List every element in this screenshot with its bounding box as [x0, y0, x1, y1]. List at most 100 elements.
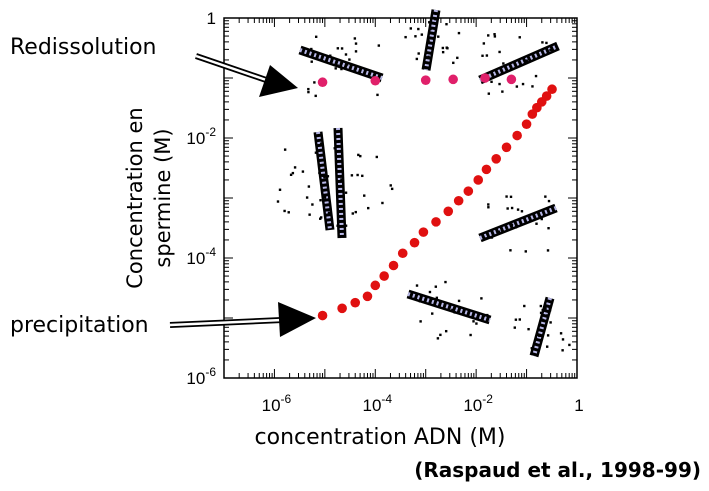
scatter-dot	[340, 178, 343, 181]
data-point-precipitation	[418, 227, 429, 237]
scatter-dot	[510, 206, 514, 210]
redissolution-label: Redissolution	[10, 35, 157, 60]
scatter-dot	[354, 210, 357, 214]
dna-bundle-core	[479, 206, 557, 240]
scatter-dot	[453, 311, 456, 314]
scatter-dot	[439, 333, 442, 337]
data-point-precipitation	[491, 154, 502, 164]
scatter-dot	[409, 27, 412, 30]
scatter-dot	[541, 308, 544, 312]
x-axis-label: concentration ADN (M)	[255, 425, 506, 450]
scatter-dot	[539, 304, 543, 308]
data-point-redissolution	[448, 74, 458, 85]
scatter-dot	[490, 236, 494, 239]
scatter-dot	[520, 210, 524, 213]
scatter-dot	[359, 154, 362, 158]
scatter-dot	[367, 206, 370, 210]
scatter-dot	[319, 217, 322, 220]
scatter-dot	[344, 53, 348, 56]
scatter-dot	[307, 87, 310, 91]
y-tick-label: 10-4	[186, 245, 216, 268]
scatter-dot	[456, 56, 459, 60]
scatter-dot	[283, 209, 286, 213]
scatter-dot	[357, 153, 360, 157]
scatter-dot	[444, 280, 447, 284]
scatter-dot	[431, 312, 434, 315]
scatter-dot	[548, 309, 552, 312]
precipitation-arrow	[169, 302, 316, 337]
scatter-dot	[377, 44, 381, 47]
scatter-dot	[527, 327, 530, 331]
data-point-precipitation	[337, 303, 347, 314]
scatter-dot	[540, 217, 543, 221]
scatter-dot	[502, 62, 505, 65]
scatter-dot	[525, 61, 529, 64]
y-axis-ticks: 10-6 10-4 10-2 1	[186, 9, 577, 388]
scatter-dot	[354, 50, 358, 53]
data-point-precipitation	[512, 130, 522, 141]
scatter-dot	[434, 285, 438, 288]
y-tick-label: 1	[207, 9, 216, 28]
scatter-dot	[420, 33, 424, 36]
y-tick-label: 10-6	[186, 365, 216, 388]
scatter-dot	[293, 166, 297, 169]
dna-bundle-core	[532, 297, 552, 357]
scatter-dot	[457, 299, 461, 303]
scatter-dot	[417, 52, 420, 55]
scatter-dot	[482, 42, 486, 45]
scatter-dot	[452, 61, 455, 65]
scatter-dot	[493, 35, 497, 38]
scatter-dot	[487, 203, 490, 206]
scatter-dot	[287, 211, 290, 214]
data-point-precipitation	[370, 280, 381, 291]
scatter-dot	[539, 311, 543, 315]
scatter-dot	[546, 249, 550, 252]
x-tick-label: 10-6	[262, 392, 292, 415]
scatter-dot	[344, 191, 348, 194]
dna-bundle-core	[316, 131, 332, 231]
scatter-dot	[333, 147, 336, 150]
data-point-redissolution	[480, 73, 490, 83]
scatter-dot	[493, 33, 496, 36]
scatter-dot	[445, 22, 448, 26]
scatter-dot	[549, 48, 552, 52]
y-axis-label-line1: Concentration en	[123, 107, 147, 288]
scatter-dot	[498, 82, 501, 86]
scatter-dot	[350, 174, 354, 177]
y-axis-label-line2: spermine (M)	[151, 128, 175, 267]
scatter-dot	[418, 300, 422, 303]
scatter-dot	[311, 203, 314, 206]
x-axis-ticks: 10-6 10-4 10-2 1	[223, 18, 584, 415]
data-point-precipitation	[350, 297, 361, 308]
scatter-dot	[435, 296, 439, 300]
scatter-dot	[509, 249, 512, 252]
data-point-precipitation	[463, 186, 474, 196]
data-point-precipitation	[379, 271, 389, 281]
data-point-precipitation	[443, 206, 454, 217]
dna-bundle-rod	[298, 45, 384, 83]
scatter-dot	[320, 142, 323, 145]
scatter-dot	[541, 41, 544, 44]
x-tick-label: 10-2	[463, 392, 493, 415]
scatter-dot	[518, 36, 521, 39]
scatter-dot	[314, 35, 318, 38]
scatter-dot	[561, 338, 565, 341]
y-tick-label: 10-2	[186, 125, 216, 148]
scatter-dot	[307, 90, 310, 94]
scatter-dot	[419, 320, 422, 323]
dna-bundle-rod	[313, 131, 335, 231]
scatter-dot	[445, 46, 448, 49]
scatter-dot	[523, 304, 526, 308]
scatter-dot	[441, 50, 445, 54]
scatter-dot	[278, 188, 282, 191]
data-point-precipitation	[453, 195, 464, 206]
scatter-dot	[544, 195, 547, 198]
data-point-precipitation	[409, 237, 420, 248]
data-point-precipitation	[397, 248, 408, 259]
scatter-dot	[427, 39, 430, 43]
scatter-dot	[415, 284, 419, 287]
data-point-precipitation	[541, 91, 552, 101]
scatter-dot	[525, 59, 528, 62]
scatter-dot	[559, 332, 563, 335]
scatter-dot	[431, 297, 434, 301]
